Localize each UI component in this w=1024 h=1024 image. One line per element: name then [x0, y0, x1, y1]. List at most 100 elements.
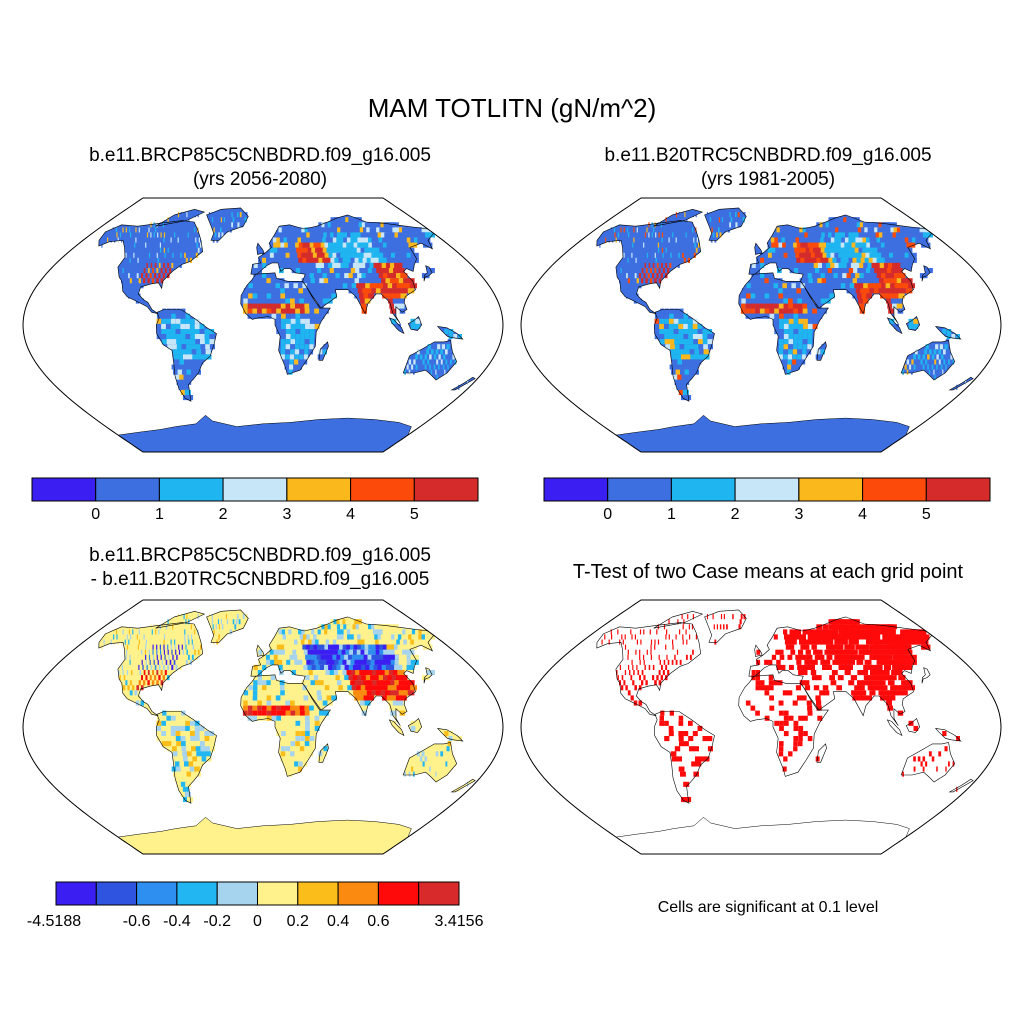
grid-cell: [624, 247, 626, 253]
grid-cell: [643, 227, 645, 233]
grid-cell: [237, 222, 240, 228]
grid-cell: [297, 685, 303, 691]
grid-cell: [322, 237, 329, 243]
grid-cell: [381, 278, 388, 284]
grid-cell: [850, 273, 857, 279]
grid-cell: [287, 242, 293, 248]
grid-cell: [851, 242, 859, 248]
grid-cell: [346, 639, 354, 645]
grid-cell: [222, 212, 225, 218]
grid-cell: [634, 634, 636, 640]
grid-cell: [173, 354, 180, 360]
grid-cell: [360, 685, 367, 691]
grid-cell: [844, 257, 851, 263]
grid-cell: [374, 685, 381, 691]
grid-cell: [298, 695, 304, 701]
grid-cell: [214, 212, 216, 218]
grid-cell: [194, 227, 196, 233]
grid-cell: [688, 624, 690, 630]
grid-cell: [385, 680, 393, 686]
grid-cell: [181, 237, 183, 243]
grid-cell: [168, 227, 170, 233]
grid-cell: [335, 242, 342, 248]
grid-cell: [627, 288, 631, 294]
grid-cell: [440, 359, 443, 365]
grid-cell: [307, 629, 314, 635]
grid-cell: [156, 731, 162, 737]
grid-cell: [642, 247, 645, 253]
grid-cell: [271, 288, 276, 294]
grid-cell: [177, 629, 179, 635]
grid-cell: [342, 257, 349, 263]
coastline-eurasia: [250, 616, 435, 726]
map-case2: [520, 197, 1002, 453]
grid-cell: [252, 298, 258, 304]
grid-cell: [777, 232, 782, 238]
grid-cell: [176, 715, 181, 721]
grid-cell: [683, 741, 689, 747]
grid-cell: [257, 268, 262, 274]
grid-cell: [167, 649, 169, 655]
grid-cell: [679, 659, 682, 665]
grid-cell: [811, 634, 817, 640]
grid-cell: [372, 268, 379, 274]
grid-cell: [834, 262, 841, 268]
grid-cell: [617, 629, 619, 635]
grid-cell: [173, 659, 176, 665]
grid-cell: [621, 675, 624, 681]
grid-cell: [165, 659, 168, 665]
grid-cell: [850, 675, 857, 681]
grid-cell: [648, 232, 650, 238]
land-new-guinea: [935, 728, 961, 742]
grid-cell: [160, 654, 162, 660]
grid-cell: [380, 288, 387, 294]
grid-cell: [780, 257, 785, 263]
grid-cell: [793, 725, 799, 731]
grid-cell: [196, 751, 202, 757]
grid-cell: [806, 237, 812, 243]
grid-cell: [444, 329, 449, 335]
grid-cell: [892, 664, 900, 670]
grid-cell: [190, 736, 196, 742]
grid-cell: [273, 242, 278, 248]
grid-cell: [157, 634, 159, 640]
grid-cell: [125, 654, 127, 660]
grid-cell: [357, 242, 365, 248]
grid-cell: [312, 695, 318, 701]
grid-cell: [885, 252, 893, 258]
grid-cell: [671, 217, 673, 223]
land-japan: [922, 667, 931, 684]
grid-cell: [183, 212, 185, 218]
grid-cell: [635, 252, 637, 258]
grid-cell: [420, 237, 431, 243]
grid-cell: [913, 766, 916, 772]
grid-cell: [695, 354, 701, 360]
grid-cell: [352, 273, 359, 279]
grid-cell: [688, 329, 693, 335]
grid-cell: [881, 654, 889, 660]
grid-cell: [750, 288, 756, 294]
grid-cell: [789, 629, 795, 635]
grid-cell: [285, 344, 291, 350]
grid-cell: [868, 675, 875, 681]
grid-cell: [271, 298, 277, 304]
grid-cell: [167, 664, 170, 670]
grid-cell: [303, 288, 309, 294]
grid-cell: [191, 751, 197, 757]
coastline-new-zealand: [450, 778, 476, 793]
grid-cell: [161, 329, 167, 335]
colorbar-label: -0.4: [163, 913, 191, 930]
grid-cell: [303, 756, 308, 762]
grid-cell: [290, 715, 296, 721]
grid-cell: [131, 283, 135, 289]
grid-cell: [715, 212, 717, 218]
grid-cell: [355, 252, 363, 258]
grid-cell: [281, 318, 286, 324]
grid-cell: [239, 212, 242, 218]
grid-cell: [183, 395, 190, 401]
grid-cell: [679, 237, 681, 243]
grid-cell: [156, 720, 162, 726]
grid-cell: [792, 298, 798, 304]
grid-cell: [309, 715, 315, 721]
grid-cell: [843, 649, 850, 655]
